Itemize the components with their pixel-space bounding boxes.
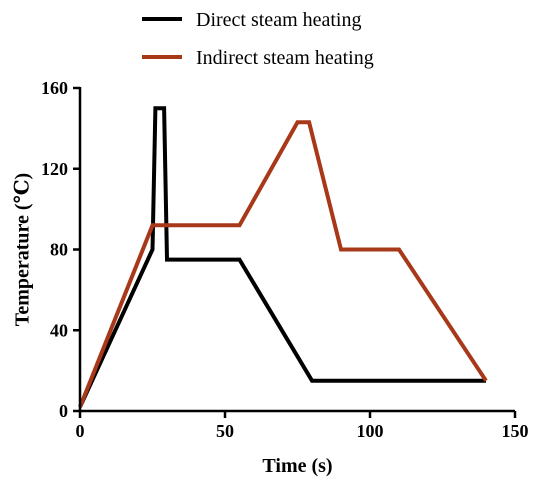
y-axis-title: Temperature (℃) (12, 173, 34, 326)
legend-label-1: Direct steam heating (196, 9, 362, 31)
y-tick-label: 0 (59, 401, 68, 421)
y-tick-label: 160 (41, 78, 68, 98)
x-tick-label: 50 (216, 421, 234, 441)
y-tick-label: 120 (41, 159, 68, 179)
x-tick-label: 150 (502, 421, 529, 441)
legend: Direct steam heating Indirect steam heati… (142, 9, 374, 69)
y-tick-label: 40 (50, 320, 68, 340)
x-axis-title: Time (s) (262, 455, 332, 477)
y-axis-ticks: 0 40 80 120 160 (41, 78, 80, 421)
x-tick-label: 100 (357, 421, 384, 441)
legend-label-2: Indirect steam heating (196, 47, 374, 69)
series-line-2 (78, 120, 488, 408)
x-tick-label: 0 (76, 421, 85, 441)
plot-area (78, 106, 488, 408)
y-tick-label: 80 (50, 240, 68, 260)
x-axis-ticks: 0 50 100 150 (76, 411, 529, 441)
